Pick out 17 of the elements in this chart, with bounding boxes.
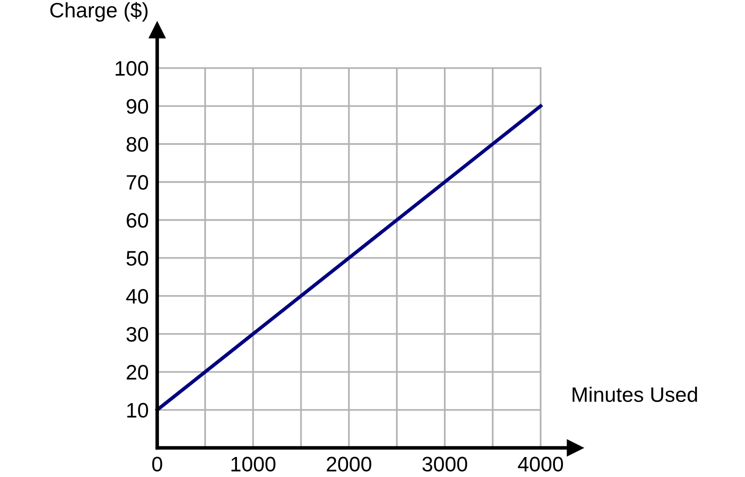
x-tick-label: 1000 bbox=[231, 456, 276, 472]
y-tick-label: 80 bbox=[126, 137, 148, 152]
x-tick-label: 2000 bbox=[326, 456, 372, 472]
x-axis-title: Minutes Used bbox=[572, 386, 697, 402]
y-tick-label: 90 bbox=[126, 99, 148, 114]
x-tick-label: 0 bbox=[152, 456, 162, 472]
y-tick-label: 50 bbox=[126, 250, 148, 266]
x-tick-label: 4000 bbox=[518, 456, 563, 472]
y-tick-label: 40 bbox=[126, 288, 148, 304]
y-axis-title: Charge ($) bbox=[50, 2, 148, 22]
y-tick-label: 60 bbox=[126, 212, 148, 228]
y-tick-label: 100 bbox=[116, 61, 148, 76]
y-tick-label: 10 bbox=[127, 402, 148, 418]
y-tick-label: 30 bbox=[126, 326, 148, 342]
y-tick-label: 20 bbox=[126, 364, 148, 380]
x-tick-label: 3000 bbox=[422, 456, 468, 472]
y-tick-label: 70 bbox=[126, 175, 148, 190]
